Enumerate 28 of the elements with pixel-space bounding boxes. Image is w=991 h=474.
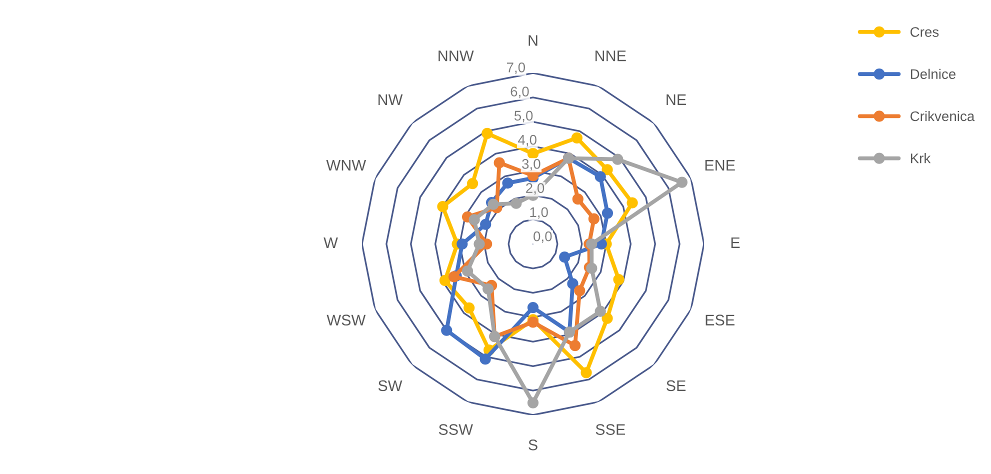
spoke-label: WNW	[326, 160, 366, 171]
spoke-label: SSW	[438, 424, 473, 435]
spoke-label: WSW	[326, 314, 366, 326]
spoke-label: NW	[378, 94, 403, 105]
y-tick-label: 6,0	[510, 86, 529, 98]
spoke-label: SE	[666, 380, 686, 392]
legend-label: Cres	[910, 27, 939, 37]
spoke-label: N	[528, 35, 538, 46]
y-tick-label: 1,0	[530, 207, 548, 219]
spoke-label: SSE	[596, 424, 626, 435]
spoke-label: ENE	[705, 160, 735, 171]
spoke-label: NNE	[596, 50, 626, 62]
legend-label: Delnice	[910, 68, 956, 80]
legend-label: Krk	[910, 153, 931, 164]
spoke-label: ESE	[706, 314, 734, 326]
spoke-label: S	[528, 440, 538, 450]
spoke-label: SW	[378, 380, 402, 392]
y-tick-label: 7,0	[506, 62, 526, 74]
spoke-label: NE	[666, 94, 686, 105]
y-tick-label: 5,0	[514, 110, 533, 122]
spoke-label: W	[324, 237, 338, 248]
legend-label: Crikvenica	[910, 110, 975, 122]
y-tick-label: 4,0	[518, 134, 536, 146]
spoke-label: NNW	[438, 50, 474, 62]
y-tick-label: 0,0	[534, 231, 552, 243]
y-tick-label: 2,0	[526, 183, 544, 195]
spoke-label: E	[731, 237, 740, 248]
y-tick-label: 3,0	[522, 159, 540, 171]
